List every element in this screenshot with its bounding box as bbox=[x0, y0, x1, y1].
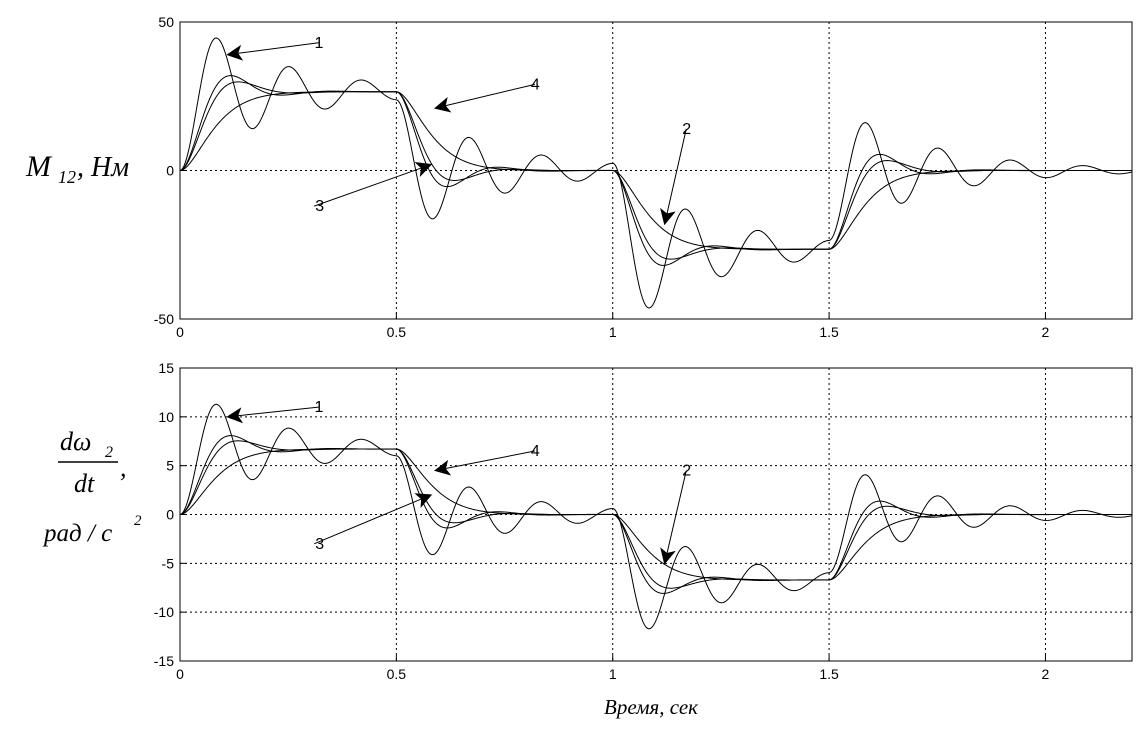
bottom-ylabel-denominator: dt bbox=[74, 469, 95, 498]
top-ylabel-main: M bbox=[25, 150, 53, 183]
series-line-1 bbox=[179, 403, 1133, 630]
annotation-arrow-3 bbox=[313, 493, 433, 545]
bottom-ylabel-numerator-subscript: 2 bbox=[105, 444, 113, 461]
annotation-arrow-3 bbox=[313, 161, 433, 207]
bottom-ylabel-unit: рад / c bbox=[42, 520, 112, 547]
x-tick-label: 0 bbox=[176, 666, 184, 682]
y-tick-label: -15 bbox=[154, 653, 174, 669]
y-tick-label: 0 bbox=[166, 507, 174, 523]
top-ylabel-subscript: 12 bbox=[58, 167, 76, 187]
x-tick-label: 0.5 bbox=[387, 324, 407, 340]
x-tick-label: 0 bbox=[176, 324, 184, 340]
bottom-acceleration-plot: 0 0.5 1 1.5 2 -15 -10 -5 0 5 10 15 1 4 3 2 bbox=[154, 360, 1133, 682]
x-tick-label: 1.5 bbox=[819, 324, 839, 340]
bottom-ylabel: dω 2 dt , рад / c 2 bbox=[42, 427, 142, 547]
series-line-4 bbox=[179, 435, 1132, 594]
annotation-label-3: 3 bbox=[315, 536, 324, 553]
x-tick-label: 2 bbox=[1042, 666, 1050, 682]
annotation-label-1: 1 bbox=[314, 399, 323, 416]
y-tick-label: -10 bbox=[154, 604, 174, 620]
series-line-1 bbox=[179, 37, 1133, 309]
x-tick-label: 1.5 bbox=[819, 666, 839, 682]
annotation-arrow-4 bbox=[434, 83, 535, 113]
annotation-arrow-2 bbox=[660, 470, 687, 565]
y-tick-label: 10 bbox=[158, 409, 174, 425]
bottom-ylabel-unit-superscript: 2 bbox=[134, 513, 142, 529]
annotation-label-2: 2 bbox=[682, 121, 691, 138]
annotation-arrow-1 bbox=[226, 406, 319, 424]
series-line-4 bbox=[179, 75, 1132, 266]
y-tick-label: 15 bbox=[158, 360, 174, 376]
series-line-3 bbox=[179, 448, 1132, 581]
annotation-label-3: 3 bbox=[315, 198, 324, 215]
x-tick-label: 2 bbox=[1042, 324, 1050, 340]
annotation-arrow-2 bbox=[660, 128, 687, 226]
top-ylabel: M 12 , Нм bbox=[25, 150, 129, 187]
x-tick-label: 0.5 bbox=[387, 666, 407, 682]
y-tick-label: 5 bbox=[166, 458, 174, 474]
series-line-3 bbox=[179, 91, 1132, 250]
annotation-arrow-1 bbox=[226, 42, 319, 61]
annotation-arrow-4 bbox=[434, 450, 535, 476]
y-tick-label: 0 bbox=[166, 163, 174, 179]
annotation-label-1: 1 bbox=[314, 35, 323, 52]
annotation-label-2: 2 bbox=[682, 463, 691, 480]
annotation-label-4: 4 bbox=[531, 76, 540, 93]
annotation-label-4: 4 bbox=[531, 443, 540, 460]
bottom-ylabel-comma: , bbox=[120, 453, 127, 482]
y-tick-label: -50 bbox=[154, 311, 174, 327]
y-tick-label: 50 bbox=[158, 14, 174, 30]
top-ylabel-unit: , Нм bbox=[77, 152, 129, 183]
x-axis-label: Время, сек bbox=[604, 695, 698, 719]
x-tick-label: 1 bbox=[609, 324, 617, 340]
bottom-ylabel-numerator: dω bbox=[60, 427, 91, 456]
y-tick-label: -5 bbox=[162, 555, 175, 571]
x-tick-label: 1 bbox=[609, 666, 617, 682]
